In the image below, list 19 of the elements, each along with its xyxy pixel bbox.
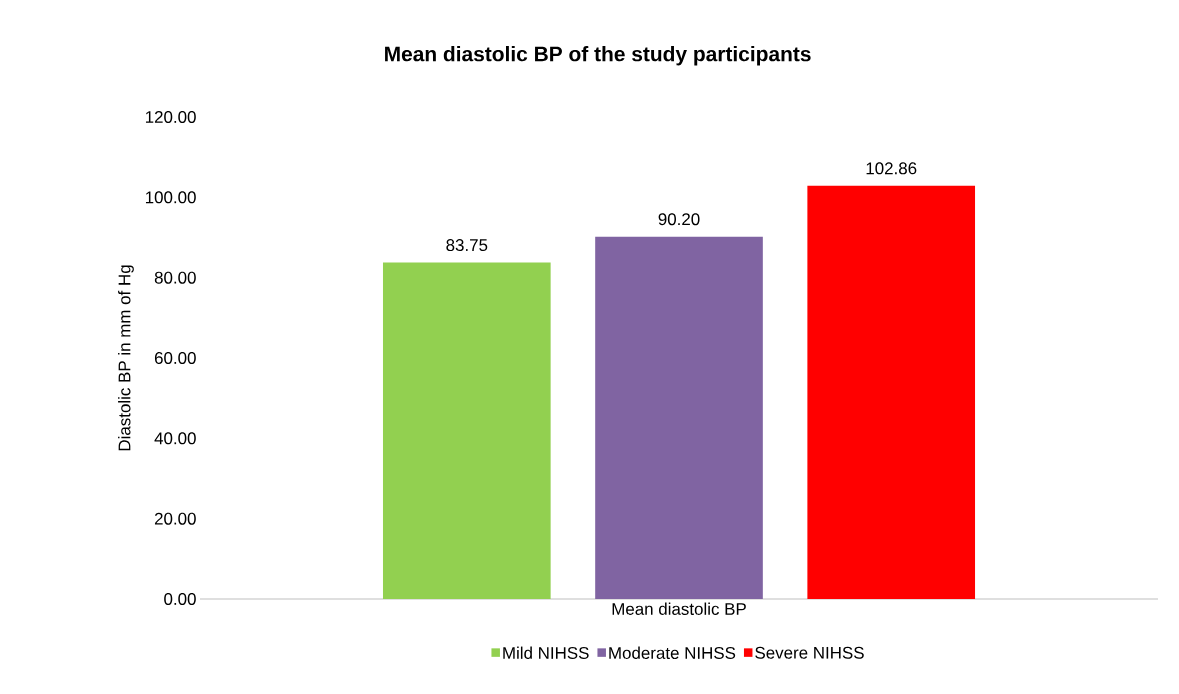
bar xyxy=(595,236,763,599)
data-label: 90.20 xyxy=(658,213,700,226)
bar xyxy=(807,185,976,599)
y-tick-label: 80.00 xyxy=(154,271,196,284)
data-label: 83.75 xyxy=(446,239,488,252)
y-tick-label: 0.00 xyxy=(164,593,196,605)
legend-label: Moderate NIHSS xyxy=(609,646,736,660)
y-tick-label: 60.00 xyxy=(154,352,196,364)
chart-title: Mean diastolic BP of the study participants xyxy=(385,46,811,66)
data-label: 102.86 xyxy=(866,162,917,175)
x-tick-label: Mean diastolic BP xyxy=(612,602,746,615)
legend-label: Mild NIHSS xyxy=(503,646,589,660)
legend-label: Severe NIHSS xyxy=(755,646,864,659)
y-tick-label: 40.00 xyxy=(154,432,196,445)
bar xyxy=(382,262,551,599)
y-axis-title: Diastolic BP in mm of Hg xyxy=(118,265,134,451)
y-tick-label: 120.00 xyxy=(145,111,196,123)
y-tick-label: 20.00 xyxy=(154,512,196,525)
y-tick-label: 100.00 xyxy=(145,191,196,204)
